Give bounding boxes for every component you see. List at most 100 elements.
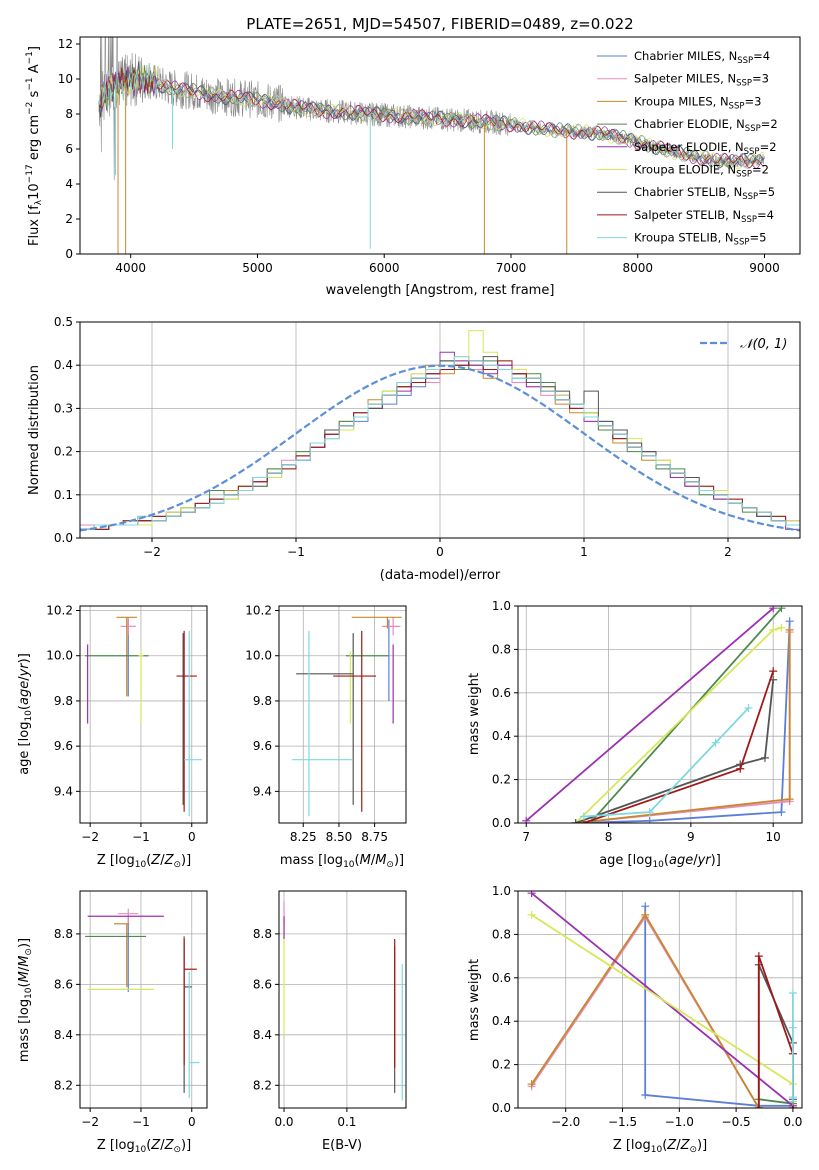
spectrum-ytick-label: 4 (65, 177, 73, 191)
age-vs-mass-ytick-label: 10.0 (245, 649, 272, 663)
mass-weight-marker (522, 816, 531, 823)
weight-vs-age-xtick-label: 10 (766, 830, 781, 844)
age-vs-mass-xtick-label: 8.50 (326, 830, 353, 844)
spectrum-xtick-label: 5000 (242, 261, 273, 275)
mass-vs-ebv-ytick-label: 8.6 (253, 977, 272, 991)
age-vs-mass-ticks: 8.25 8.50 8.75 9.4 9.6 9.8 10.0 10.2 (245, 604, 388, 844)
weight-vs-z-ytick-label: 0.4 (492, 1014, 511, 1028)
spectrum-legend-entry: Chabrier ELODIE, NSSP=2 (634, 117, 778, 134)
mass-weight-marker (641, 1090, 650, 1099)
mass-vs-z-grid (80, 891, 207, 1108)
spectrum-ylabel: Flux [fλ10−17 erg cm−2 s−1 A−1] (25, 46, 44, 246)
weight-vs-age-ytick-label: 0.4 (492, 729, 511, 743)
age-vs-mass-ytick-label: 9.8 (253, 694, 272, 708)
mass-weight-marker (760, 753, 769, 762)
spectrum-model-line (98, 63, 764, 169)
mass-weight-line (758, 1098, 794, 1105)
residual-ylabel: Normed distribution (27, 365, 42, 495)
residual-ytick-label: 0.2 (54, 445, 73, 459)
mass-weight-marker (777, 606, 786, 613)
age-vs-z-xtick-label: 0 (188, 830, 196, 844)
age-vs-z-ytick-label: 9.6 (54, 739, 73, 753)
spectrum-legend-entry: Chabrier STELIB, NSSP=5 (634, 185, 775, 202)
age-vs-z-grid (80, 606, 207, 823)
mass-weight-marker (641, 902, 650, 911)
residual-ytick-label: 0.5 (54, 315, 73, 329)
mass-vs-ebv-xlabel: E(B-V) (322, 1138, 362, 1153)
mass-vs-z-ytick-label: 8.8 (54, 927, 73, 941)
mass-weight-line (574, 626, 782, 823)
mass-weight-marker (645, 808, 654, 817)
mass-weight-marker (527, 910, 536, 919)
age-vs-z-frame (79, 605, 208, 824)
weight-vs-age-frame (517, 605, 803, 824)
residual-xtick-label: −1 (287, 545, 305, 559)
mass-weight-marker (645, 816, 654, 823)
mass-vs-z-xtick-label: −1 (132, 1115, 150, 1129)
mass-weight-marker (785, 625, 794, 634)
spectrum-panel: 4000 5000 6000 7000 8000 9000 0 2 4 6 8 10 12 wavele… (25, 36, 801, 298)
mass-vs-z-ticks: −2 −1 0 8.2 8.4 8.6 8.8 (54, 927, 196, 1129)
spectrum-model-line (98, 67, 764, 168)
mass-weight-marker (527, 1080, 536, 1089)
residual-ytick-label: 0.4 (54, 358, 73, 372)
mass-vs-z-ytick-label: 8.2 (54, 1078, 73, 1092)
mass-weight-marker (571, 819, 580, 823)
weight-vs-z-ytick-label: 0.0 (492, 1101, 511, 1115)
spectrum-xtick-label: 4000 (115, 261, 146, 275)
spectrum-legend-entry: Kroupa ELODIE, NSSP=2 (634, 163, 769, 180)
mass-weight-line (575, 632, 791, 823)
mass-vs-ebv-xtick-label: 0.0 (274, 1115, 293, 1129)
spectrum-legend: Chabrier MILES, NSSP=4 Salpeter MILES, NS… (597, 49, 778, 248)
age-vs-mass-ytick-label: 9.6 (253, 739, 272, 753)
spectrum-legend-entry: Salpeter MILES, NSSP=3 (634, 72, 769, 89)
residual-gaussian-curve (80, 364, 800, 532)
mass-vs-ebv-grid (279, 891, 406, 1108)
residual-xtick-label: 1 (580, 545, 588, 559)
weight-vs-age-ytick-label: 0.2 (492, 773, 511, 787)
spectrum-xlabel: wavelength [Angstrom, rest frame] (326, 283, 555, 298)
age-vs-z-xtick-label: −2 (81, 830, 99, 844)
mass-weight-line (575, 629, 791, 823)
age-vs-z-ytick-label: 10.0 (46, 649, 73, 663)
mass-weight-marker (579, 812, 588, 821)
mass-weight-marker (777, 623, 786, 632)
age-vs-mass-xtick-label: 8.25 (290, 830, 317, 844)
spectrum-legend-entry: Kroupa STELIB, NSSP=5 (634, 231, 766, 248)
age-vs-mass-xlabel: mass [log10(M/M⊙)] (280, 853, 404, 870)
age-vs-mass-grid (279, 606, 406, 823)
mass-weight-line (757, 964, 794, 1108)
mass-vs-ebv-ytick-label: 8.4 (253, 1028, 272, 1042)
figure-title: PLATE=2651, MJD=54507, FIBERID=0489, z=0… (246, 15, 633, 33)
age-vs-z-content (85, 616, 202, 817)
weight-vs-z-xtick-label: −1.5 (608, 1115, 637, 1129)
mass-vs-ebv-ytick-label: 8.2 (253, 1078, 272, 1092)
age-vs-mass-xtick-label: 8.75 (361, 830, 388, 844)
mass-vs-z-xlabel: Z [log10(Z/Z⊙)] (97, 1138, 191, 1155)
spectrum-ytick-label: 6 (65, 142, 73, 156)
mass-vs-z-content (85, 908, 200, 1098)
age-vs-z-ticks: −2 −1 0 9.4 9.6 9.8 10.0 10.2 (46, 604, 195, 844)
weight-vs-age-xlabel: age [log10(age/yr)] (599, 853, 721, 870)
weight-vs-age-ytick-label: 1.0 (492, 599, 511, 613)
weight-vs-age-ytick-label: 0.8 (492, 642, 511, 656)
spectrum-ytick-label: 10 (58, 72, 73, 86)
weight-vs-age-ytick-label: 0.0 (492, 816, 511, 830)
mass-weight-line (525, 607, 774, 822)
mass-weight-line (575, 679, 775, 823)
weight-vs-z-ytick-label: 0.8 (492, 927, 511, 941)
age-vs-z-ytick-label: 10.2 (46, 604, 73, 618)
age-vs-mass-ytick-label: 9.4 (253, 784, 272, 798)
weight-vs-z-xtick-label: −1.0 (665, 1115, 694, 1129)
mass-vs-ebv-content (283, 901, 403, 1101)
mass-weight-marker (769, 606, 778, 613)
weight-vs-z-xtick-label: 0.0 (783, 1115, 802, 1129)
mass-vs-z-ytick-label: 8.6 (54, 977, 73, 991)
weight-vs-z-xtick-label: −0.5 (722, 1115, 751, 1129)
spectrum-ytick-label: 12 (58, 37, 73, 51)
residual-legend-label: 𝒩(0, 1) (740, 337, 787, 352)
mass-weight-marker (769, 625, 778, 634)
mass-weight-marker (754, 1104, 763, 1108)
age-vs-z-xlabel: Z [log10(Z/Z⊙)] (97, 853, 191, 870)
mass-vs-ebv-panel: 0.0 0.1 8.2 8.4 8.6 8.8 E(B-V) (253, 890, 407, 1153)
